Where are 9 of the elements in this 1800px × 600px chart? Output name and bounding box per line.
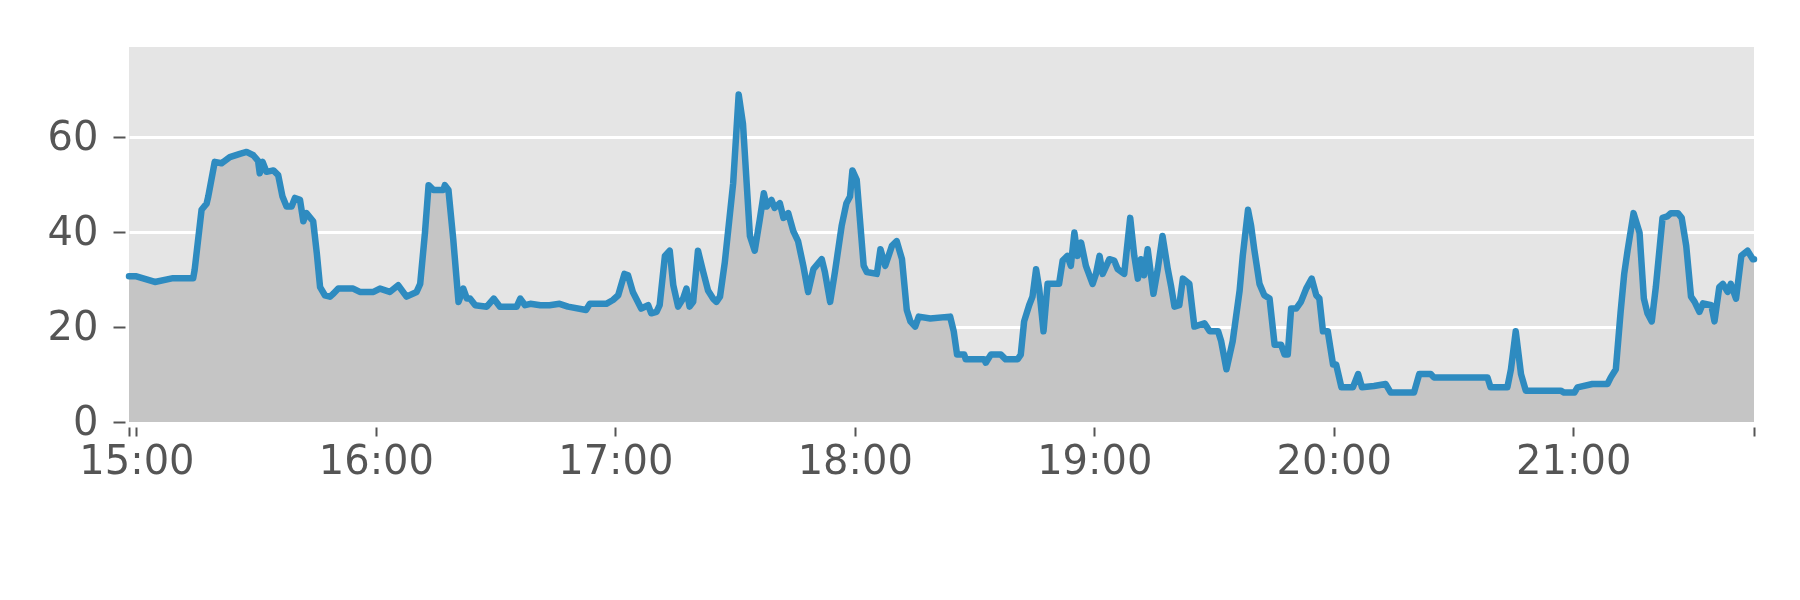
x-tick-label: 18:00 [797, 436, 913, 483]
x-tick-label: 21:00 [1516, 436, 1632, 483]
y-tick-label: 40 [47, 207, 99, 254]
y-tick-label: 60 [47, 112, 99, 159]
x-tick-label: 16:00 [318, 436, 435, 483]
x-tick-label: 17:00 [558, 436, 674, 483]
x-tick-label: 20:00 [1276, 436, 1392, 483]
x-tick-label: 19:00 [1037, 436, 1153, 483]
y-tick-label: 20 [47, 302, 99, 349]
